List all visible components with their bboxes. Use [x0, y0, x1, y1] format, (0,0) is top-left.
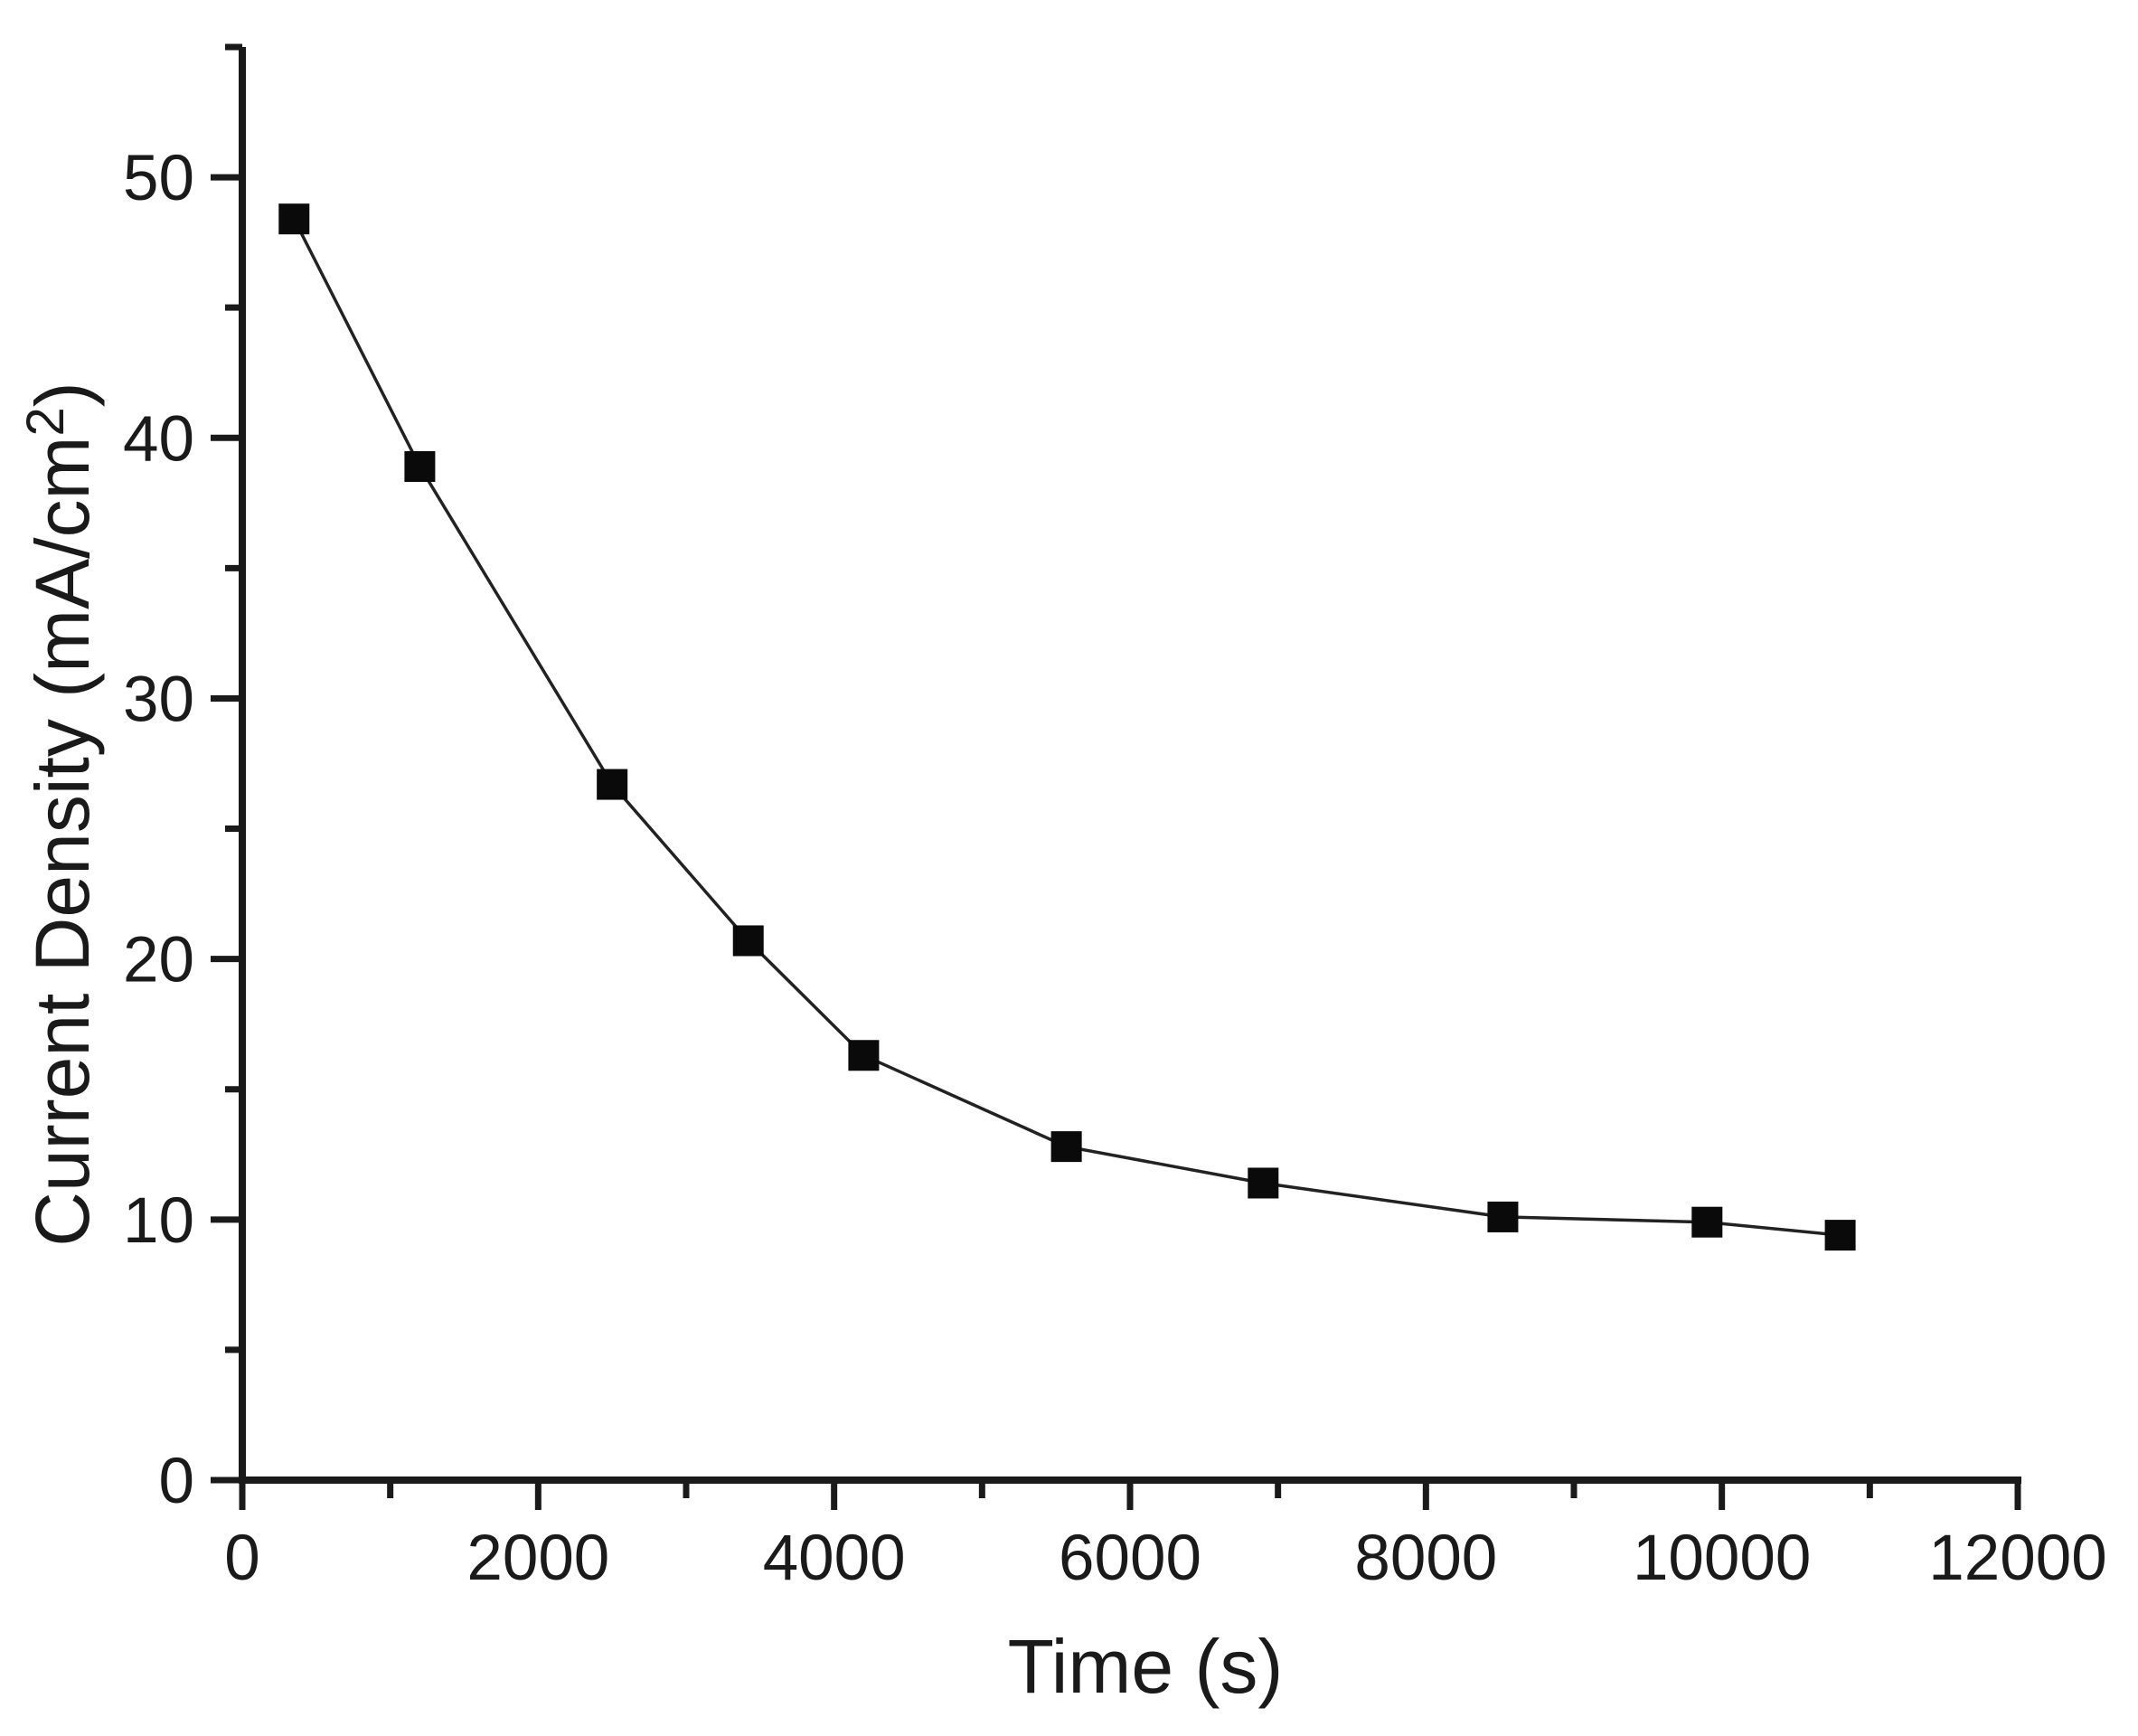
data-point-marker	[732, 925, 764, 957]
y-axis-title-superscript: 2	[16, 407, 75, 436]
series-line	[292, 218, 1841, 1237]
data-point-marker	[848, 1040, 880, 1071]
data-point-marker	[404, 450, 436, 482]
x-axis-title: Time (s)	[1008, 1624, 1284, 1709]
data-point-marker	[597, 769, 628, 800]
y-tick-label: 20	[123, 925, 194, 996]
y-tick-label: 40	[123, 403, 194, 475]
y-axis-title: Current Density (mA/cm2)	[16, 382, 105, 1246]
y-tick-label: 30	[123, 664, 194, 735]
y-tick-label: 10	[123, 1185, 194, 1257]
x-tick-label: 4000	[763, 1523, 906, 1594]
data-point-marker	[1050, 1131, 1082, 1163]
data-point-marker	[1824, 1220, 1856, 1251]
x-tick-label: 0	[224, 1523, 260, 1594]
data-point-marker	[1691, 1206, 1723, 1238]
data-point-marker	[1487, 1201, 1519, 1232]
y-axis-title-end: )	[20, 382, 105, 407]
x-tick-label: 8000	[1354, 1523, 1497, 1594]
data-point-marker	[1248, 1167, 1279, 1199]
x-tick-label: 2000	[466, 1523, 609, 1594]
y-tick-label: 50	[123, 143, 194, 214]
x-tick-label: 10000	[1633, 1523, 1811, 1594]
y-tick-label: 0	[159, 1446, 195, 1517]
data-point-marker	[278, 203, 310, 235]
x-tick-label: 6000	[1059, 1523, 1201, 1594]
x-tick-label: 12000	[1928, 1523, 2106, 1594]
y-axis-title-main: Current Density (mA/cm	[20, 437, 105, 1247]
